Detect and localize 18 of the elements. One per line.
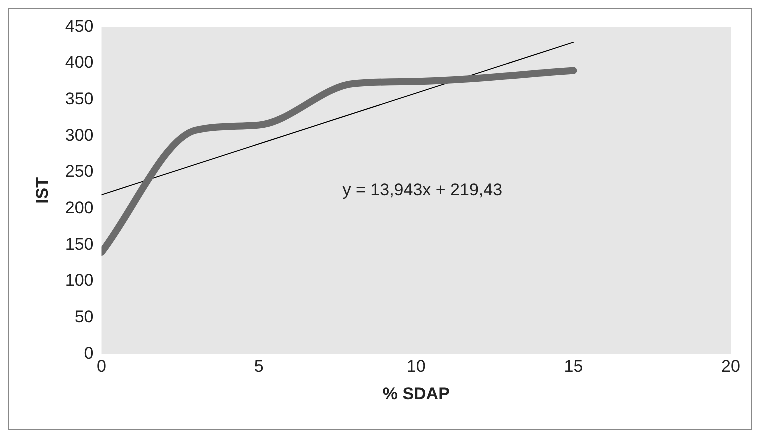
x-tick-label: 10 [406,357,426,376]
y-tick-label: 450 [65,16,94,36]
x-tick-label: 15 [564,357,584,376]
x-axis-title: % SDAP [382,384,450,404]
x-tick-label: 5 [254,357,264,376]
y-tick-label: 300 [65,126,94,145]
x-tick-label: 20 [722,357,740,376]
annotation: y = 13,943x + 219,43 [342,180,503,200]
x-tick-label: 0 [97,357,106,376]
y-axis-title: IST [32,176,52,204]
y-tick-label: 400 [65,53,94,72]
y-tick-label: 200 [65,198,94,218]
y-tick-label: 0 [84,344,94,363]
y-tick-label: 350 [65,90,94,109]
y-tick-label: 100 [65,271,94,290]
y-tick-label: 250 [65,162,94,182]
y-tick-label: 150 [65,234,94,254]
y-tick-label: 50 [74,308,94,327]
